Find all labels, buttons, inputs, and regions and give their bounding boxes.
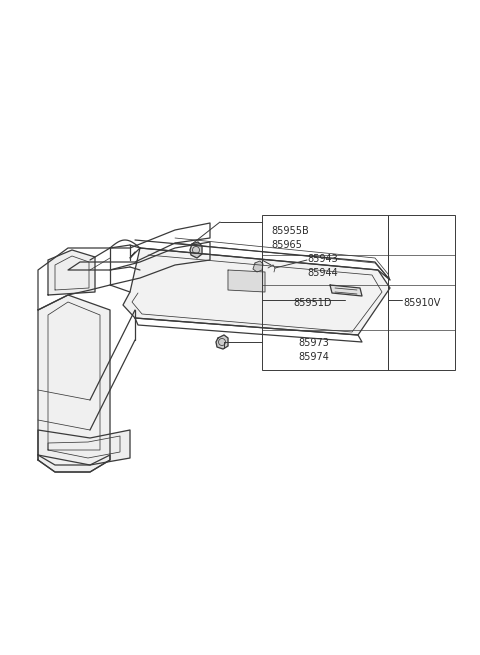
Polygon shape	[216, 335, 228, 349]
Text: 85943: 85943	[307, 254, 338, 264]
Text: 85955B: 85955B	[271, 226, 309, 236]
Polygon shape	[38, 430, 130, 465]
Text: 85974: 85974	[298, 352, 329, 362]
Polygon shape	[48, 250, 95, 295]
Polygon shape	[123, 248, 390, 335]
Text: 85973: 85973	[298, 338, 329, 348]
Text: 85910V: 85910V	[403, 298, 440, 308]
Polygon shape	[190, 242, 202, 258]
Polygon shape	[253, 261, 263, 272]
Polygon shape	[228, 270, 265, 292]
Text: 85944: 85944	[307, 268, 338, 278]
Polygon shape	[38, 295, 110, 472]
Text: 85965: 85965	[271, 240, 302, 250]
Polygon shape	[38, 455, 110, 472]
Text: 85951D: 85951D	[293, 298, 332, 308]
Bar	[262, 215, 388, 370]
Polygon shape	[330, 285, 362, 296]
Bar	[388, 215, 455, 370]
